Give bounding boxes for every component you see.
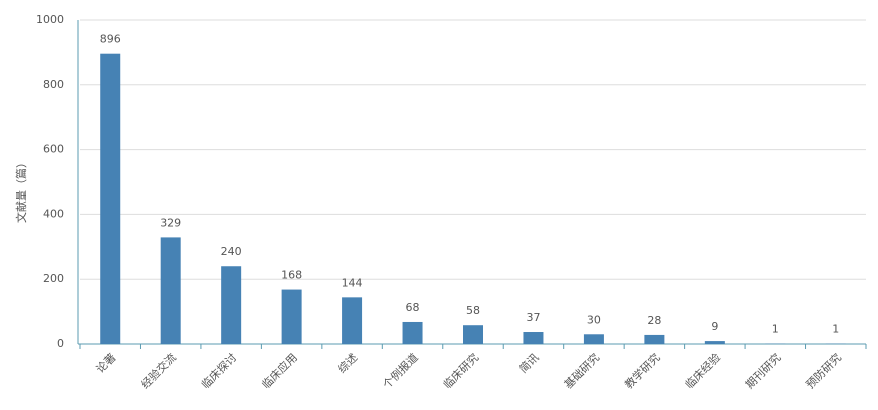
bar	[221, 266, 242, 344]
x-tick-label: 预防研究	[803, 350, 844, 391]
x-tick-label: 简讯	[516, 350, 541, 375]
bar	[160, 237, 181, 344]
bar	[342, 297, 363, 344]
data-label: 9	[711, 320, 718, 333]
bar	[704, 341, 725, 344]
y-axis-label: 文献量（篇）	[14, 157, 28, 223]
y-tick-label: 800	[43, 78, 64, 91]
x-tick-label: 个例报道	[380, 350, 421, 391]
x-tick-label: 论著	[93, 350, 118, 375]
x-tick-label: 经验交流	[138, 350, 179, 391]
data-label: 240	[221, 245, 242, 258]
x-tick-label: 教学研究	[622, 350, 663, 391]
data-label: 168	[281, 269, 302, 282]
x-tick-label: 综述	[335, 350, 360, 375]
bar	[281, 289, 302, 344]
data-label: 144	[342, 276, 363, 289]
y-tick-label: 400	[43, 207, 64, 220]
x-tick-label: 基础研究	[561, 350, 602, 391]
data-label: 30	[587, 313, 601, 326]
bar	[402, 321, 423, 344]
data-label: 37	[526, 311, 540, 324]
y-tick-label: 0	[57, 337, 64, 350]
y-tick-label: 600	[43, 143, 64, 156]
bar	[463, 325, 483, 344]
data-label: 329	[160, 216, 181, 229]
y-tick-label: 200	[43, 272, 64, 285]
data-label: 28	[647, 314, 661, 327]
data-label: 68	[406, 301, 420, 314]
x-tick-label: 临床研究	[440, 350, 481, 391]
x-tick-label: 临床应用	[259, 350, 300, 391]
bar	[644, 334, 665, 344]
x-tick-label: 期刊研究	[743, 350, 784, 391]
data-label: 1	[772, 323, 779, 336]
data-label: 58	[466, 304, 480, 317]
bar	[523, 332, 544, 344]
data-label: 1	[832, 323, 839, 336]
data-label: 896	[100, 33, 121, 46]
bar	[100, 53, 121, 345]
x-tick-label: 临床经验	[682, 350, 723, 391]
bar	[583, 334, 604, 344]
y-tick-label: 1000	[36, 13, 64, 26]
x-tick-label: 临床探讨	[198, 350, 239, 391]
